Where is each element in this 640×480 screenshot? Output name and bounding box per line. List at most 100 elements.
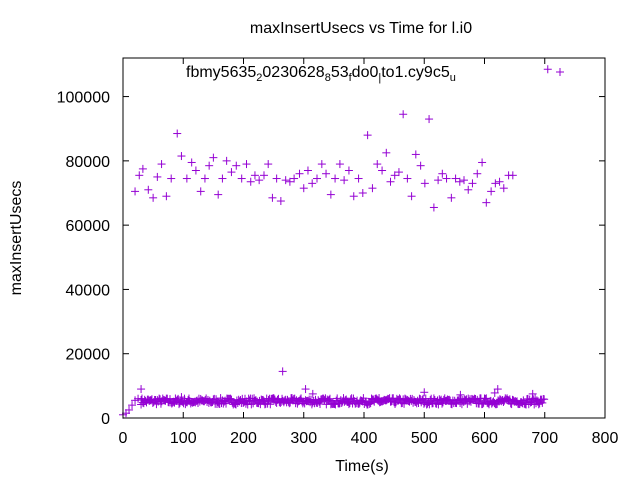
data-point-high [344, 166, 353, 175]
data-point-low [222, 399, 231, 408]
data-point-spike [375, 394, 384, 403]
data-point-high [259, 171, 268, 180]
data-point-spike [137, 385, 146, 394]
data-point-high [246, 177, 255, 186]
data-point-high [153, 172, 162, 181]
data-point-high [276, 197, 285, 206]
x-axis: 0 100 200 300 400 500 600 700 800 [119, 58, 619, 447]
data-point-low [247, 400, 256, 409]
data-point-high [138, 164, 147, 173]
data-point-low [534, 400, 543, 409]
data-point-high [455, 177, 464, 186]
y-tick-label: 40000 [66, 282, 111, 299]
data-point-high [177, 152, 186, 161]
data-point-low [128, 401, 137, 410]
y-tick-label: 100000 [57, 90, 110, 107]
data-point-high [438, 169, 447, 178]
data-point-high [187, 158, 196, 167]
x-tick-label: 0 [119, 430, 128, 447]
data-point-high [209, 153, 218, 162]
legend-segment: 53 [331, 64, 349, 81]
data-point-low [125, 405, 134, 414]
data-point-high [335, 160, 344, 169]
data-point-spike [456, 390, 465, 399]
legend-subscript: f [349, 72, 353, 84]
data-point-low [481, 394, 490, 403]
data-point-high [434, 176, 443, 185]
data-point-high [403, 174, 412, 183]
data-point-high [442, 174, 451, 183]
data-point-high [478, 158, 487, 167]
data-point-high [250, 171, 259, 180]
data-point-high [491, 179, 500, 188]
x-tick-label: 200 [230, 430, 257, 447]
data-point-high [242, 160, 251, 169]
data-point-high [354, 174, 363, 183]
data-point-high [451, 174, 460, 183]
data-point-high [326, 190, 335, 199]
data-point-high [173, 129, 182, 138]
data-point-high [232, 161, 241, 170]
data-point-high [149, 193, 158, 202]
data-point-high [399, 110, 408, 119]
data-point-high [191, 166, 200, 175]
data-points [119, 65, 552, 419]
y-tick-label: 60000 [66, 218, 111, 235]
data-point-high [299, 184, 308, 193]
data-point-high [473, 169, 482, 178]
data-point-high [382, 148, 391, 157]
data-point-low [226, 394, 235, 403]
data-point-high [162, 192, 171, 201]
data-point-high [411, 150, 420, 159]
data-point-high [200, 174, 209, 183]
data-point-high [285, 177, 294, 186]
data-point-high [135, 171, 144, 180]
data-point-low [391, 399, 400, 408]
legend-marker-plus [556, 68, 564, 76]
y-tick-label: 0 [101, 411, 110, 428]
data-point-high [272, 174, 281, 183]
legend-segment: do0 [352, 64, 379, 81]
data-point-high [407, 192, 416, 201]
y-axis-label: maxInsertUsecs [8, 181, 25, 296]
data-point-high [340, 176, 349, 185]
data-point-high [222, 156, 231, 165]
chart-title: maxInsertUsecs vs Time for l.i0 [250, 20, 472, 37]
data-point-high [363, 131, 372, 140]
data-point-high [268, 193, 277, 202]
y-tick-label: 80000 [66, 154, 111, 171]
data-point-high [218, 174, 227, 183]
data-point-high [205, 161, 214, 170]
data-point-low [471, 394, 480, 403]
data-point-low [540, 395, 549, 404]
x-tick-label: 100 [170, 430, 197, 447]
data-point-low [266, 400, 275, 409]
data-point-high [196, 187, 205, 196]
data-point-high [416, 161, 425, 170]
x-tick-label: 800 [592, 430, 619, 447]
data-point-low [434, 400, 443, 409]
data-point-high [487, 187, 496, 196]
data-point-high [167, 174, 176, 183]
data-point-spike [177, 393, 186, 402]
plot-frame [122, 57, 606, 419]
data-point-high [447, 193, 456, 202]
data-point-low [519, 396, 528, 405]
data-point-high [281, 176, 290, 185]
legend-marker [556, 68, 564, 76]
data-point-high [331, 174, 340, 183]
legend-subscript: 8 [325, 72, 331, 84]
x-tick-label: 600 [471, 430, 498, 447]
data-point-high [378, 166, 387, 175]
data-point-high [495, 177, 504, 186]
data-point-spike [528, 389, 537, 398]
data-point-high [255, 176, 264, 185]
x-tick-label: 700 [531, 430, 558, 447]
data-point-spike [278, 367, 287, 376]
data-point-high [313, 174, 322, 183]
data-point-high [227, 168, 236, 177]
legend-label: fbmy563520230628853fdo0|to1.cy9c5u [186, 64, 456, 84]
data-point-high [464, 185, 473, 194]
y-axis: 0 20000 40000 60000 80000 100000 [57, 90, 605, 428]
data-point-high [237, 174, 246, 183]
